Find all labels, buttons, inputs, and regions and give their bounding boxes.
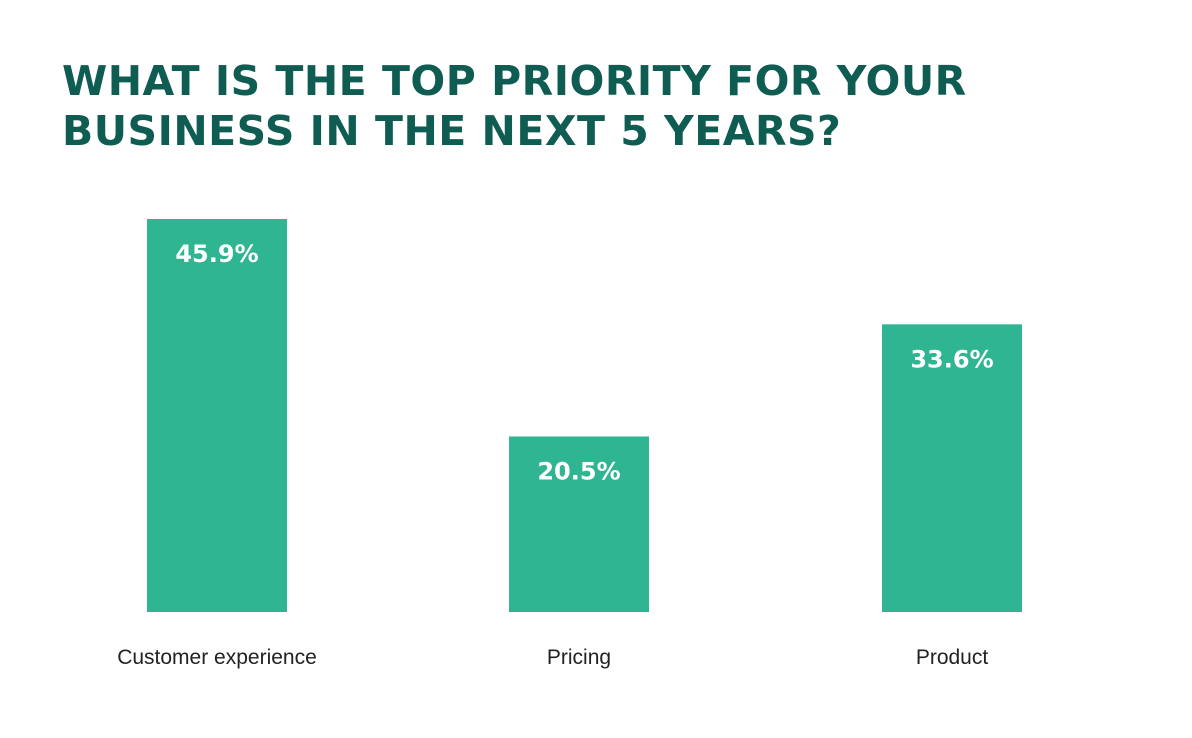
category-label-0: Customer experience: [117, 646, 317, 669]
chart-title: WHAT IS THE TOP PRIORITY FOR YOUR BUSINE…: [62, 56, 967, 156]
bar-data-label-1: 20.5%: [537, 457, 620, 485]
category-label-2: Product: [916, 646, 989, 669]
bar-1: [509, 436, 649, 612]
bar-0: [147, 219, 287, 612]
chart-title-line-1: WHAT IS THE TOP PRIORITY FOR YOUR: [62, 57, 967, 105]
bar-2: [882, 324, 1022, 612]
bar-data-label-0: 45.9%: [175, 240, 258, 268]
chart-title-line-2: BUSINESS IN THE NEXT 5 YEARS?: [62, 107, 842, 155]
category-label-1: Pricing: [547, 646, 611, 669]
bar-data-label-2: 33.6%: [910, 345, 993, 373]
